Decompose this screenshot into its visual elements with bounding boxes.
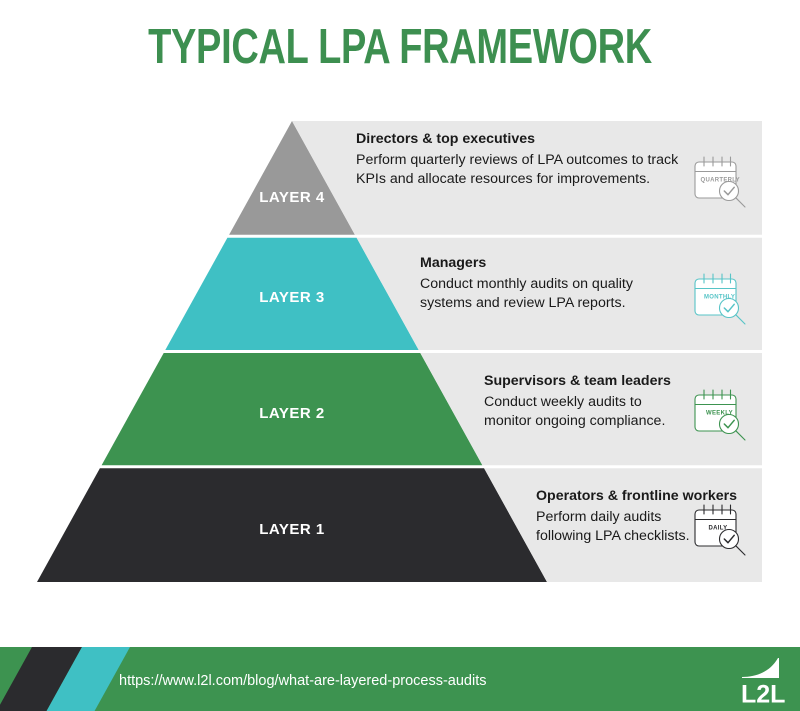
svg-text:LAYER 4: LAYER 4 xyxy=(259,189,325,206)
svg-text:LAYER 1: LAYER 1 xyxy=(259,521,324,538)
svg-text:LAYER 2: LAYER 2 xyxy=(259,405,324,422)
svg-text:MONTHLY: MONTHLY xyxy=(704,295,735,301)
svg-text:DAILY: DAILY xyxy=(709,526,728,532)
svg-text:L2L: L2L xyxy=(741,681,785,709)
svg-text:LAYER 3: LAYER 3 xyxy=(259,289,324,306)
svg-text:QUARTERLY: QUARTERLY xyxy=(701,178,740,184)
svg-text:WEEKLY: WEEKLY xyxy=(706,411,733,417)
svg-text:https://www.l2l.com/blog/what-: https://www.l2l.com/blog/what-are-layere… xyxy=(119,673,486,689)
